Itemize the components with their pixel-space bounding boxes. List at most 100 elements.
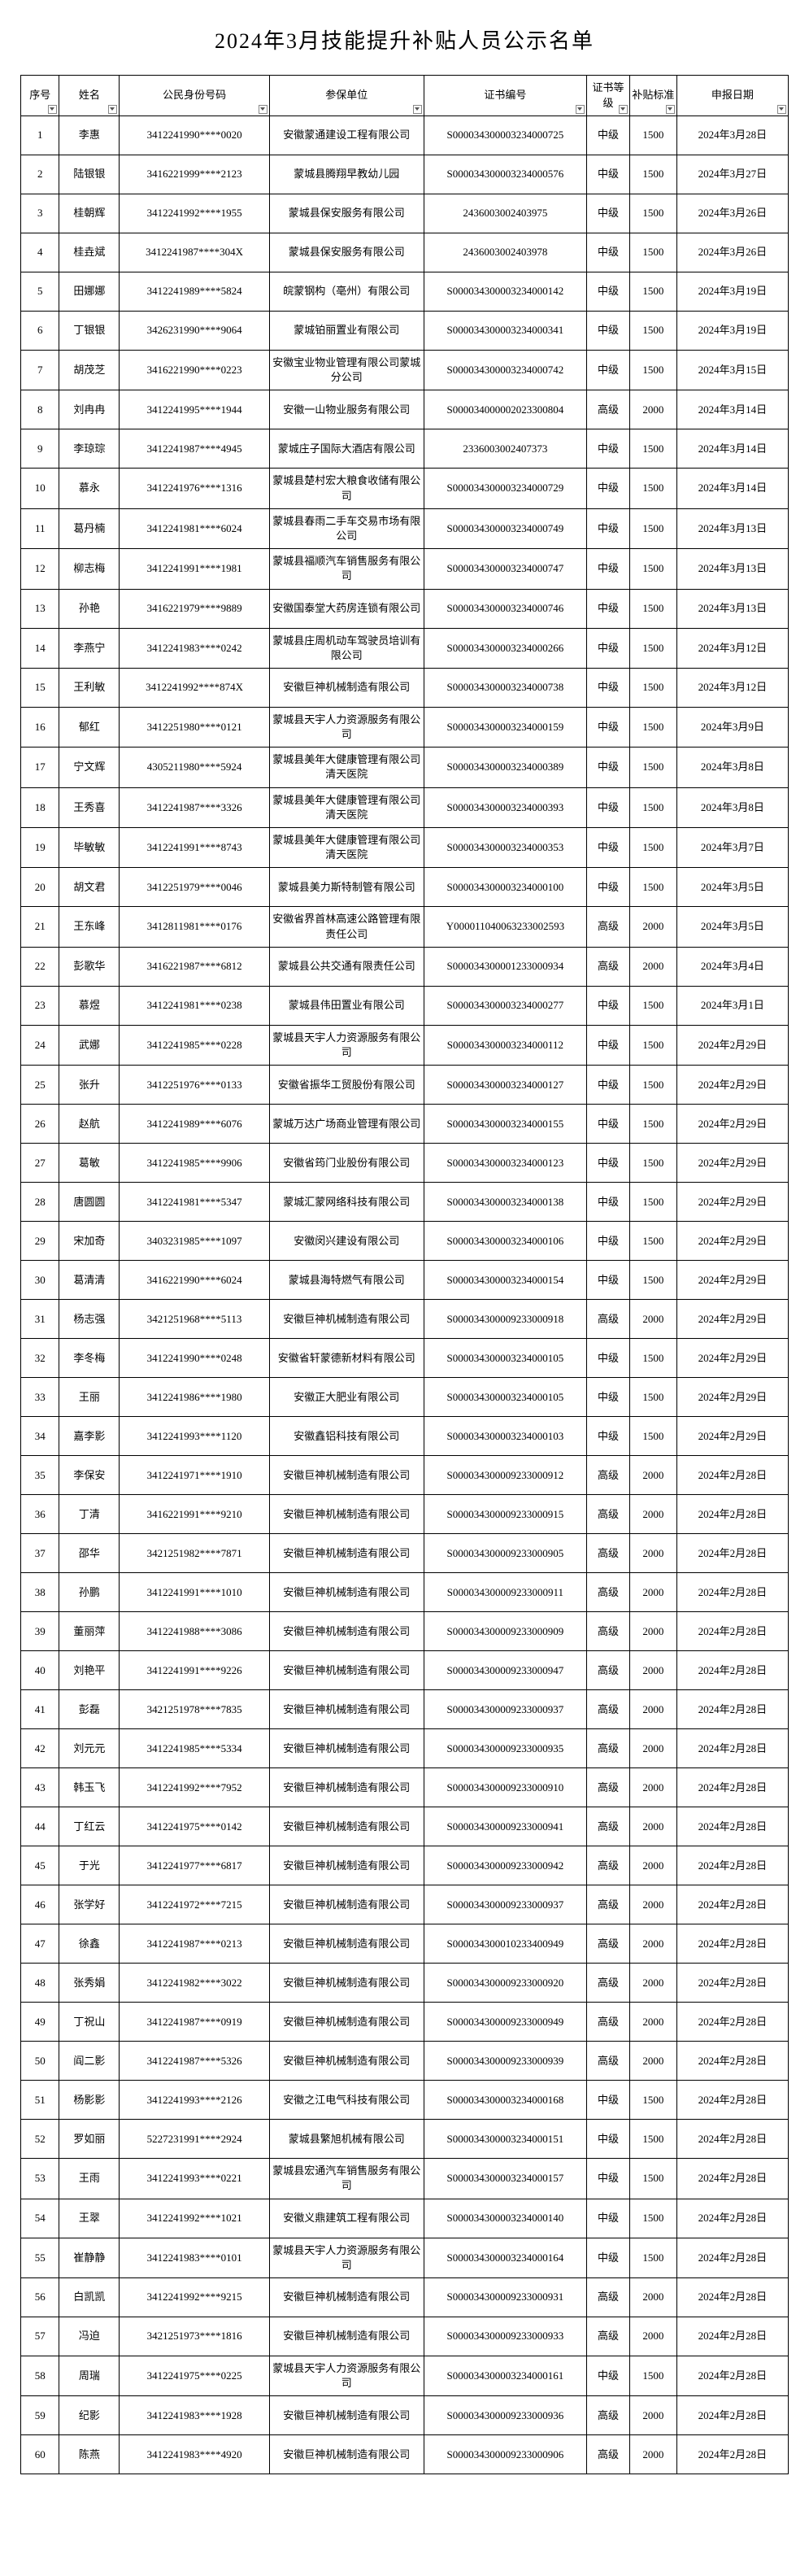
- table-cell: 1500: [629, 986, 676, 1025]
- table-cell: 2000: [629, 1573, 676, 1612]
- table-cell: 高级: [587, 1495, 630, 1534]
- column-header[interactable]: 参保单位: [269, 76, 424, 116]
- table-cell: 36: [21, 1495, 59, 1534]
- column-header[interactable]: 序号: [21, 76, 59, 116]
- table-row: 35李保安3412241971****1910安徽巨神机械制造有限公司S0000…: [21, 1456, 789, 1495]
- table-cell: S000034300003234000266: [424, 628, 586, 668]
- table-cell: 1500: [629, 549, 676, 589]
- table-cell: 高级: [587, 1846, 630, 1885]
- table-cell: 45: [21, 1846, 59, 1885]
- column-header-label: 参保单位: [325, 89, 368, 101]
- table-cell: 3412241982****3022: [120, 1964, 270, 2003]
- table-cell: 2000: [629, 2277, 676, 2317]
- table-cell: 中级: [587, 2199, 630, 2238]
- table-cell: 安徽省筠门业股份有限公司: [269, 1144, 424, 1183]
- table-cell: 2436003002403975: [424, 194, 586, 233]
- table-cell: 3412241983****4920: [120, 2435, 270, 2474]
- table-cell: Y000011040063233002593: [424, 907, 586, 947]
- filter-dropdown-icon[interactable]: [619, 105, 628, 114]
- table-cell: 1500: [629, 628, 676, 668]
- table-cell: 10: [21, 469, 59, 508]
- table-cell: S000034300010233400949: [424, 1924, 586, 1964]
- table-cell: 44: [21, 1807, 59, 1846]
- table-cell: 安徽巨神机械制造有限公司: [269, 668, 424, 707]
- table-cell: 2000: [629, 1885, 676, 1924]
- table-cell: 中级: [587, 2120, 630, 2159]
- table-cell: 2000: [629, 1690, 676, 1729]
- column-header[interactable]: 公民身份号码: [120, 76, 270, 116]
- filter-dropdown-icon[interactable]: [777, 105, 786, 114]
- table-cell: 9: [21, 429, 59, 469]
- column-header[interactable]: 证书等级: [587, 76, 630, 116]
- table-row: 57冯迫3421251973****1816安徽巨神机械制造有限公司S00003…: [21, 2317, 789, 2356]
- column-header[interactable]: 申报日期: [676, 76, 788, 116]
- table-cell: 50: [21, 2042, 59, 2081]
- table-cell: 安徽义鼎建筑工程有限公司: [269, 2199, 424, 2238]
- table-cell: 2024年2月28日: [676, 1846, 788, 1885]
- table-cell: 安徽巨神机械制造有限公司: [269, 1300, 424, 1339]
- column-header-label: 申报日期: [711, 89, 754, 101]
- table-cell: 冯迫: [59, 2317, 120, 2356]
- table-cell: S000034300009233000937: [424, 1690, 586, 1729]
- table-cell: 2024年3月5日: [676, 907, 788, 947]
- table-cell: 李燕宁: [59, 628, 120, 668]
- table-cell: 董丽萍: [59, 1612, 120, 1651]
- filter-dropdown-icon[interactable]: [413, 105, 422, 114]
- table-cell: S000034300003234000729: [424, 469, 586, 508]
- table-row: 43韩玉飞3412241992****7952安徽巨神机械制造有限公司S0000…: [21, 1768, 789, 1807]
- table-cell: 1500: [629, 868, 676, 907]
- filter-dropdown-icon[interactable]: [108, 105, 117, 114]
- column-header[interactable]: 姓名: [59, 76, 120, 116]
- table-cell: S000034300003234000151: [424, 2120, 586, 2159]
- table-cell: 2024年3月27日: [676, 155, 788, 194]
- table-cell: 2000: [629, 1729, 676, 1768]
- table-cell: 2000: [629, 1768, 676, 1807]
- table-cell: S000034300003234000142: [424, 272, 586, 312]
- column-header[interactable]: 证书编号: [424, 76, 586, 116]
- table-cell: S000034300009233000939: [424, 2042, 586, 2081]
- table-row: 26赵航3412241989****6076蒙城万达广场商业管理有限公司S000…: [21, 1105, 789, 1144]
- filter-dropdown-icon[interactable]: [48, 105, 57, 114]
- table-row: 55崔静静3412241983****0101蒙城县天宇人力资源服务有限公司S0…: [21, 2238, 789, 2277]
- table-cell: 安徽鑫铝科技有限公司: [269, 1417, 424, 1456]
- table-cell: 3421251978****7835: [120, 1690, 270, 1729]
- table-cell: 2024年3月8日: [676, 787, 788, 827]
- table-cell: 2024年2月28日: [676, 2435, 788, 2474]
- table-cell: 3412241985****0228: [120, 1025, 270, 1065]
- table-cell: S000034300009233000910: [424, 1768, 586, 1807]
- table-cell: 21: [21, 907, 59, 947]
- filter-dropdown-icon[interactable]: [576, 105, 585, 114]
- table-cell: 4305211980****5924: [120, 748, 270, 787]
- table-cell: 王利敏: [59, 668, 120, 707]
- table-cell: 安徽巨神机械制造有限公司: [269, 1964, 424, 2003]
- table-cell: S000034300003234000725: [424, 116, 586, 155]
- table-row: 45于光3412241977****6817安徽巨神机械制造有限公司S00003…: [21, 1846, 789, 1885]
- table-cell: 高级: [587, 1300, 630, 1339]
- table-cell: 蒙城县繁旭机械有限公司: [269, 2120, 424, 2159]
- table-cell: S000034300003234000277: [424, 986, 586, 1025]
- column-header[interactable]: 补贴标准: [629, 76, 676, 116]
- table-cell: 2000: [629, 2042, 676, 2081]
- table-cell: 3412251976****0133: [120, 1066, 270, 1105]
- filter-dropdown-icon[interactable]: [259, 105, 267, 114]
- table-cell: S000034300009233000915: [424, 1495, 586, 1534]
- table-cell: 中级: [587, 707, 630, 747]
- table-cell: 刘元元: [59, 1729, 120, 1768]
- table-cell: 1500: [629, 2159, 676, 2199]
- table-cell: 蒙城庄子国际大酒店有限公司: [269, 429, 424, 469]
- table-cell: 李保安: [59, 1456, 120, 1495]
- table-row: 38孙鹏3412241991****1010安徽巨神机械制造有限公司S00003…: [21, 1573, 789, 1612]
- table-cell: 宁文辉: [59, 748, 120, 787]
- table-cell: S000034300009233000941: [424, 1807, 586, 1846]
- table-cell: 王雨: [59, 2159, 120, 2199]
- table-cell: 2024年2月28日: [676, 1534, 788, 1573]
- table-cell: 安徽蒙通建设工程有限公司: [269, 116, 424, 155]
- table-cell: 3412241990****0248: [120, 1339, 270, 1378]
- table-cell: 蒙城县楚村宏大粮食收储有限公司: [269, 469, 424, 508]
- table-cell: 31: [21, 1300, 59, 1339]
- table-cell: 3421251982****7871: [120, 1534, 270, 1573]
- table-cell: 中级: [587, 508, 630, 548]
- table-cell: 孙鹏: [59, 1573, 120, 1612]
- table-cell: 安徽巨神机械制造有限公司: [269, 2396, 424, 2435]
- filter-dropdown-icon[interactable]: [666, 105, 675, 114]
